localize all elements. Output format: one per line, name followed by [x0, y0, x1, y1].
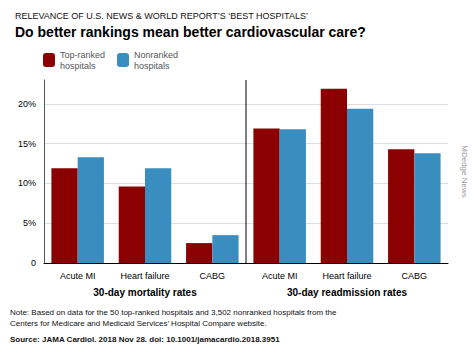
svg-text:Nonranked: Nonranked [134, 50, 178, 60]
svg-text:15%: 15% [18, 139, 36, 149]
svg-text:Centers for Medicare and Medic: Centers for Medicare and Medicaid Servic… [10, 319, 267, 328]
svg-text:Acute MI: Acute MI [60, 271, 96, 281]
svg-text:CABG: CABG [402, 271, 428, 281]
svg-text:Do better rankings mean better: Do better rankings mean better cardiovas… [15, 24, 366, 40]
svg-text:hospitals: hospitals [134, 61, 170, 71]
svg-text:Source: JAMA Cardiol. 2018 Nov: Source: JAMA Cardiol. 2018 Nov 28. doi: … [10, 335, 280, 344]
svg-text:10%: 10% [18, 178, 36, 188]
svg-text:hospitals: hospitals [60, 61, 96, 71]
svg-text:Acute MI: Acute MI [262, 271, 298, 281]
svg-text:20%: 20% [18, 99, 36, 109]
svg-text:5%: 5% [23, 218, 36, 228]
svg-text:Heart failure: Heart failure [120, 271, 169, 281]
svg-text:MDedge News: MDedge News [460, 145, 469, 197]
svg-text:CABG: CABG [200, 271, 226, 281]
svg-text:RELEVANCE OF U.S. NEWS & WORLD: RELEVANCE OF U.S. NEWS & WORLD REPORT’S … [15, 11, 308, 21]
svg-text:30-day readmission rates: 30-day readmission rates [287, 287, 407, 298]
svg-text:Top-ranked: Top-ranked [60, 50, 105, 60]
svg-text:0: 0 [31, 258, 36, 268]
svg-text:Heart failure: Heart failure [322, 271, 371, 281]
svg-text:30-day mortality rates: 30-day mortality rates [93, 287, 197, 298]
svg-text:Note: Based on data for the 50: Note: Based on data for the 50 top-ranke… [10, 308, 337, 317]
